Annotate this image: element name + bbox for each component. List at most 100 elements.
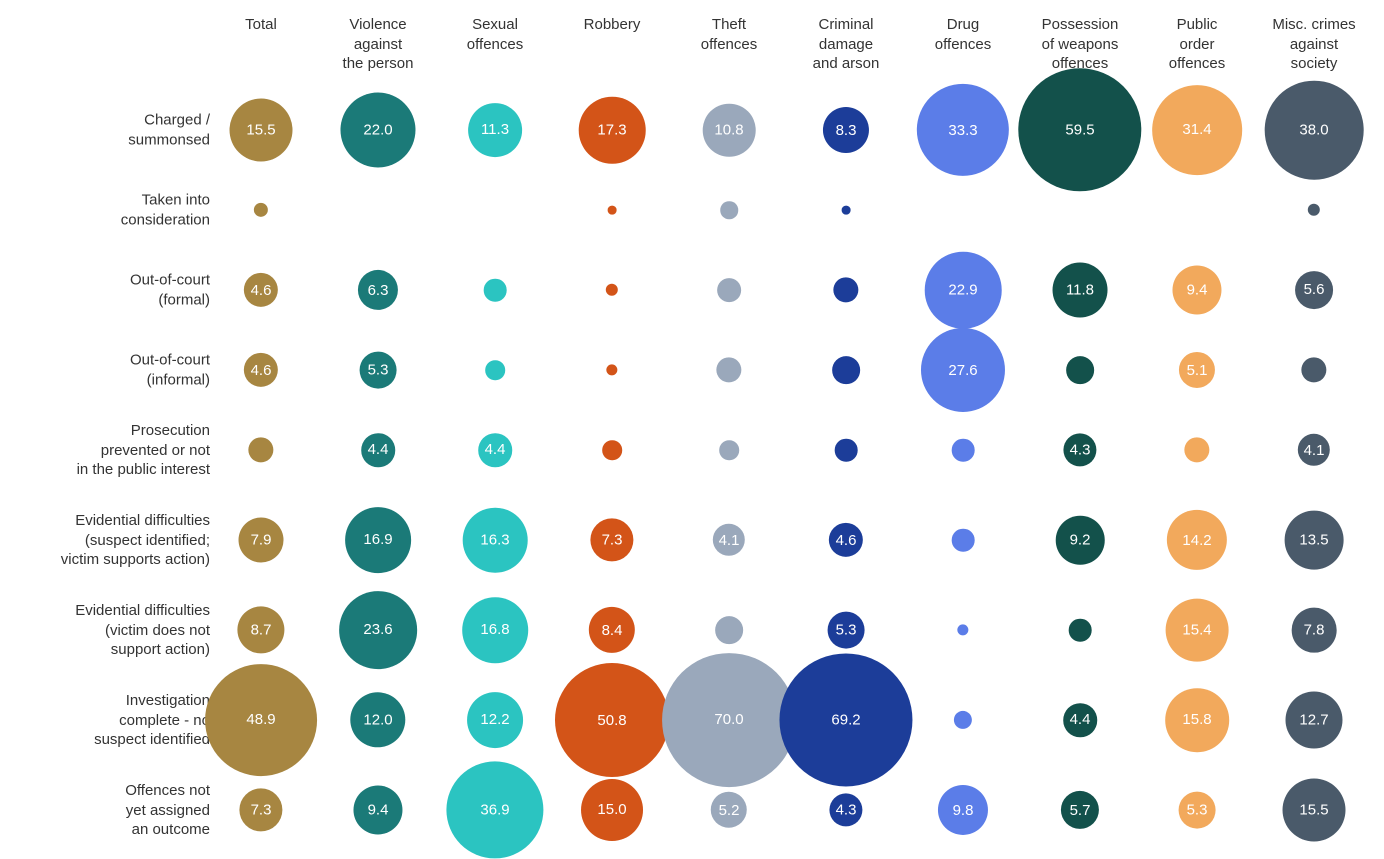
bubble-value: 4.4 — [1070, 711, 1091, 728]
bubble-value: 4.3 — [836, 801, 857, 818]
bubble — [952, 439, 975, 462]
bubble: 10.8 — [703, 104, 756, 157]
bubble: 22.9 — [925, 252, 1002, 329]
bubble — [602, 440, 622, 460]
bubble: 4.4 — [361, 433, 395, 467]
bubble: 17.3 — [579, 97, 646, 164]
bubble: 8.3 — [823, 107, 869, 153]
bubble: 59.5 — [1018, 68, 1141, 191]
bubble-value: 36.9 — [480, 802, 509, 819]
bubble: 12.0 — [350, 692, 405, 747]
bubble: 33.3 — [917, 84, 1009, 176]
column-header: Drug offences — [908, 15, 1018, 54]
bubble-value: 4.4 — [485, 441, 506, 458]
bubble — [954, 711, 972, 729]
bubble: 22.0 — [340, 92, 415, 167]
bubble-value: 22.0 — [363, 122, 392, 139]
bubble: 69.2 — [779, 653, 912, 786]
bubble — [957, 624, 968, 635]
bubble: 5.2 — [711, 792, 747, 828]
bubble — [720, 201, 738, 219]
bubble-value: 5.6 — [1304, 281, 1325, 298]
bubble-value: 5.1 — [1187, 362, 1208, 379]
bubble-value: 5.3 — [836, 621, 857, 638]
bubble: 8.7 — [237, 606, 284, 653]
bubble: 4.6 — [829, 523, 863, 557]
bubble-value: 9.2 — [1070, 531, 1091, 548]
bubble — [606, 364, 617, 375]
bubble: 70.0 — [662, 653, 796, 787]
bubble: 5.6 — [1295, 271, 1333, 309]
bubble-value: 15.5 — [246, 121, 275, 138]
bubble-value: 8.7 — [251, 622, 272, 639]
bubble: 38.0 — [1265, 81, 1364, 180]
bubble: 4.6 — [244, 353, 278, 387]
row-label: Evidential difficulties (victim does not… — [10, 601, 210, 660]
bubble-value: 17.3 — [597, 121, 626, 138]
bubble — [254, 203, 268, 217]
bubble-value: 15.8 — [1182, 712, 1211, 729]
bubble-value: 4.6 — [251, 362, 272, 379]
bubble-value: 14.2 — [1182, 532, 1211, 549]
bubble: 4.1 — [1298, 434, 1330, 466]
bubble: 4.6 — [244, 273, 278, 307]
bubble-value: 8.3 — [836, 122, 857, 139]
column-header: Theft offences — [674, 15, 784, 54]
bubble-value: 7.8 — [1304, 621, 1325, 638]
row-label: Evidential difficulties (suspect identif… — [10, 511, 210, 570]
bubble-value: 4.1 — [1304, 441, 1325, 458]
column-header: Possession of weapons offences — [1025, 15, 1135, 74]
bubble-value: 38.0 — [1299, 122, 1328, 139]
bubble-value: 10.8 — [714, 121, 743, 138]
bubble: 27.6 — [921, 328, 1005, 412]
bubble: 8.4 — [589, 607, 635, 653]
bubble-value: 50.8 — [597, 712, 626, 729]
bubble-value: 9.4 — [368, 801, 389, 818]
bubble: 16.8 — [462, 597, 528, 663]
bubble: 4.1 — [713, 524, 745, 556]
bubble-value: 59.5 — [1065, 122, 1094, 139]
bubble-value: 12.7 — [1299, 711, 1328, 728]
bubble: 4.3 — [1063, 433, 1096, 466]
bubble-value: 23.6 — [363, 622, 392, 639]
bubble: 7.3 — [590, 518, 633, 561]
bubble-value: 5.3 — [1187, 801, 1208, 818]
bubble-value: 7.3 — [602, 532, 623, 549]
column-header: Criminal damage and arson — [791, 15, 901, 74]
bubble-value: 15.5 — [1299, 801, 1328, 818]
bubble: 48.9 — [205, 664, 317, 776]
bubble-value: 6.3 — [368, 282, 389, 299]
bubble-value: 27.6 — [948, 361, 977, 378]
bubble-value: 16.9 — [363, 531, 392, 548]
bubble-value: 16.3 — [480, 532, 509, 549]
bubble-value: 11.3 — [481, 122, 509, 139]
bubble — [1069, 619, 1092, 642]
bubble-value: 8.4 — [602, 621, 623, 638]
bubble — [715, 616, 743, 644]
bubble — [1308, 204, 1320, 216]
bubble: 9.4 — [1172, 265, 1221, 314]
bubble: 12.7 — [1285, 691, 1342, 748]
row-label: Offences not yet assigned an outcome — [10, 781, 210, 840]
row-label: Out-of-court (informal) — [10, 351, 210, 390]
bubble-value: 13.5 — [1299, 532, 1328, 549]
bubble — [716, 357, 741, 382]
bubble-value: 4.3 — [1070, 441, 1091, 458]
bubble — [1184, 437, 1209, 462]
bubble — [608, 206, 617, 215]
bubble-value: 4.6 — [836, 532, 857, 549]
bubble: 7.8 — [1292, 608, 1337, 653]
bubble-value: 9.8 — [953, 801, 974, 818]
bubble-value: 4.4 — [368, 441, 389, 458]
bubble-value: 31.4 — [1182, 122, 1211, 139]
bubble — [1066, 356, 1094, 384]
bubble-value: 69.2 — [831, 712, 860, 729]
bubble-value: 5.2 — [719, 801, 740, 818]
bubble: 9.4 — [353, 785, 402, 834]
bubble — [1301, 357, 1326, 382]
bubble-value: 7.9 — [251, 532, 272, 549]
row-label: Prosecution prevented or not in the publ… — [10, 421, 210, 480]
bubble — [484, 279, 507, 302]
bubble — [719, 440, 739, 460]
bubble: 31.4 — [1152, 85, 1242, 175]
